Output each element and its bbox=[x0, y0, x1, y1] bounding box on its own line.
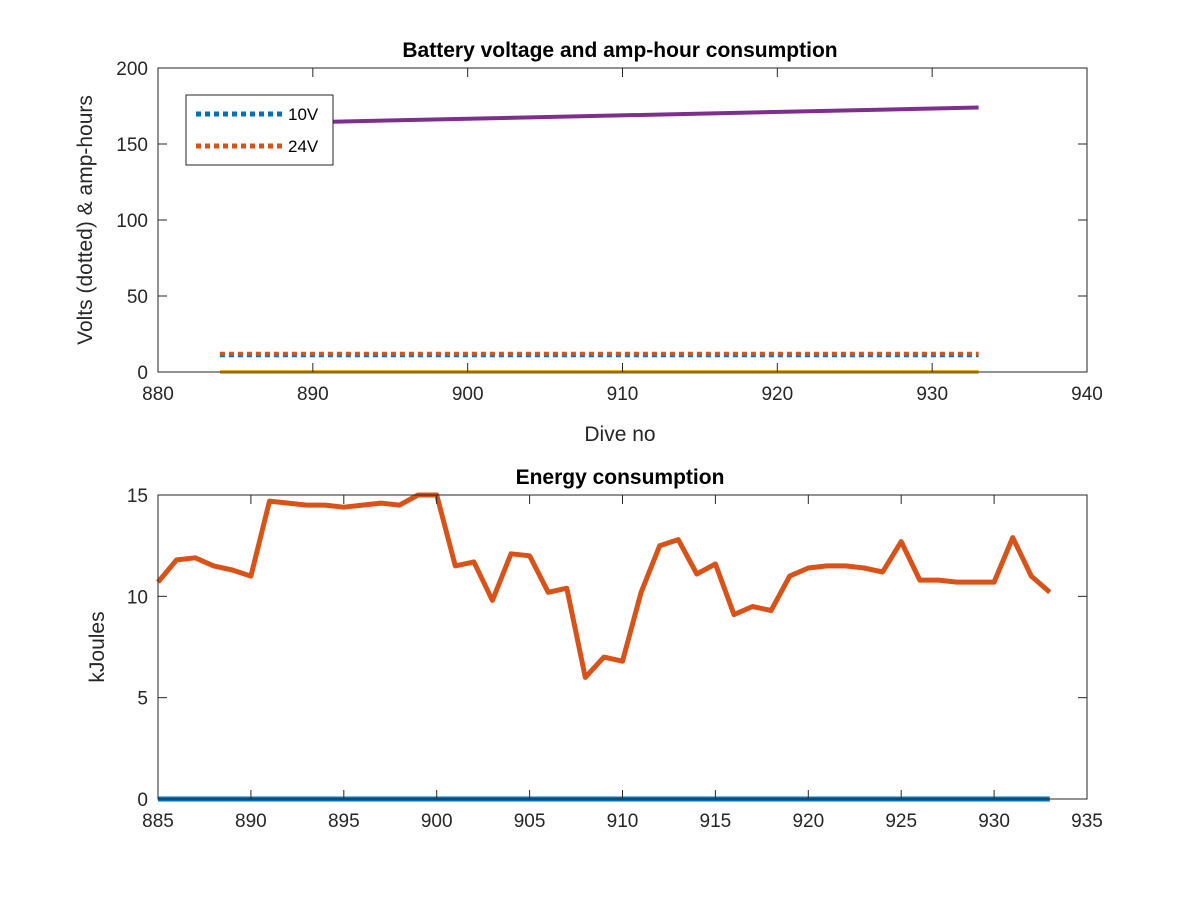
x-tick-label: 900 bbox=[452, 384, 484, 405]
y-tick-label: 15 bbox=[127, 486, 148, 507]
x-tick-label: 880 bbox=[142, 384, 174, 405]
x-tick-label: 905 bbox=[514, 811, 546, 832]
legend-label-10v: 10V bbox=[288, 105, 319, 124]
y-tick-label: 0 bbox=[137, 790, 148, 811]
x-tick-label: 930 bbox=[916, 384, 948, 405]
chart-title: Energy consumption bbox=[516, 466, 725, 489]
x-tick-label: 935 bbox=[1071, 811, 1103, 832]
x-tick-label: 895 bbox=[328, 811, 360, 832]
x-tick-label: 900 bbox=[421, 811, 453, 832]
plot-area-frame bbox=[157, 494, 1088, 800]
x-tick-label: 925 bbox=[885, 811, 917, 832]
x-tick-label: 920 bbox=[761, 384, 793, 405]
x-tick-label: 910 bbox=[607, 384, 639, 405]
chart-title: Battery voltage and amp-hour consumption bbox=[402, 39, 837, 62]
series-line-1 bbox=[156, 492, 1052, 680]
series-line-3 bbox=[219, 105, 979, 127]
y-tick-label: 5 bbox=[137, 689, 148, 710]
x-tick-label: 890 bbox=[297, 384, 329, 405]
y-tick-label: 0 bbox=[137, 363, 148, 384]
energy-consumption-panel: Energy consumption kJoules 885 890 895 900 9… bbox=[86, 466, 1103, 832]
x-tick-label: 910 bbox=[607, 811, 639, 832]
legend: 10V 24V bbox=[185, 94, 334, 166]
y-tick-label: 100 bbox=[116, 211, 148, 232]
y-tick-label: 10 bbox=[127, 587, 148, 608]
x-tick-label: 930 bbox=[978, 811, 1010, 832]
x-tick-label: 885 bbox=[142, 811, 174, 832]
battery-voltage-panel: Battery voltage and amp-hour consumption… bbox=[74, 39, 1103, 446]
x-tick-label: 920 bbox=[792, 811, 824, 832]
y-tick-label: 50 bbox=[127, 287, 148, 308]
y-tick-label: 200 bbox=[116, 59, 148, 80]
y-axis-label: kJoules bbox=[86, 611, 109, 682]
x-tick-label: 890 bbox=[235, 811, 267, 832]
x-axis-label: Dive no bbox=[584, 423, 655, 446]
y-tick-label: 150 bbox=[116, 135, 148, 156]
legend-box bbox=[185, 94, 334, 166]
y-axis-label: Volts (dotted) & amp-hours bbox=[74, 95, 97, 345]
x-tick-label: 940 bbox=[1071, 384, 1103, 405]
x-tick-label: 915 bbox=[700, 811, 732, 832]
legend-label-24v: 24V bbox=[288, 137, 319, 156]
